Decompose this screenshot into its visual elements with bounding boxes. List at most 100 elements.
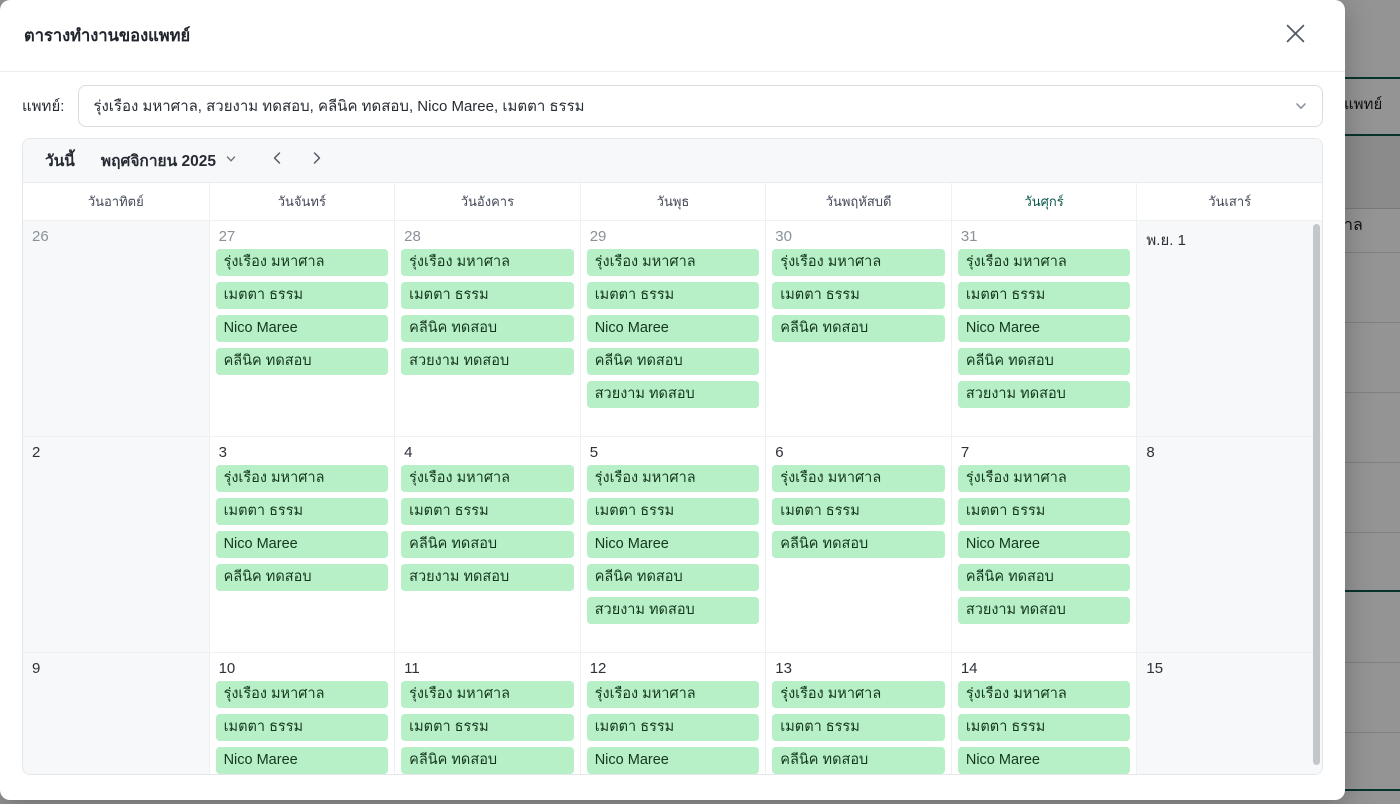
bg-row-divider (1300, 732, 1400, 733)
schedule-event: เมตตา ธรรม (215, 714, 389, 741)
close-icon (1286, 24, 1305, 48)
calendar-day-cell[interactable]: 6 รุ่งเรือง มหาศาล เมตตา ธรรม คลีนิค ทดสอบ (765, 437, 951, 652)
schedule-event: Nico Maree (586, 531, 760, 558)
day-number: 8 (1146, 444, 1155, 461)
calendar-day-cell[interactable]: 3 รุ่งเรือง มหาศาล เมตตา ธรรม Nico Maree คลี… (208, 437, 395, 652)
schedule-event: เมตตา ธรรม (586, 282, 760, 309)
schedule-event: Nico Maree (957, 315, 1131, 342)
calendar-week-row: 2 3 รุ่งเรือง มหาศาล เมตตา ธรรม Nico Maree คล… (23, 437, 1322, 653)
schedule-event: คลีนิค ทดสอบ (215, 348, 389, 375)
schedule-event: คลีนิค ทดสอบ (586, 564, 760, 591)
weekday-header-row: วันอาทิตย์ วันจันทร์ วันอังคาร วันพุธ วันพฤห… (23, 183, 1322, 221)
calendar-day-cell[interactable]: 15 (1136, 653, 1322, 774)
day-number: 2 (32, 444, 41, 461)
schedule-event: คลีนิค ทดสอบ (401, 315, 574, 342)
doctor-select-value: รุ่งเรือง มหาศาล, สวยงาม ทดสอบ, คลีนิค ท… (93, 98, 585, 115)
schedule-event: Nico Maree (215, 747, 389, 774)
calendar-day-cell[interactable]: พ.ย. 1 (1136, 221, 1322, 436)
day-number: 28 (404, 228, 421, 245)
bg-row-divider (1300, 462, 1400, 463)
schedule-event: รุ่งเรือง มหาศาล (215, 681, 389, 708)
calendar-day-cell[interactable]: 31 รุ่งเรือง มหาศาล เมตตา ธรรม Nico Maree คล… (950, 221, 1137, 436)
schedule-event: รุ่งเรือง มหาศาล (215, 465, 389, 492)
schedule-event: สวยงาม ทดสอบ (586, 597, 760, 624)
schedule-event: Nico Maree (586, 747, 760, 774)
modal-header: ตารางทำงานของแพทย์ (0, 0, 1345, 72)
schedule-event: เมตตา ธรรม (401, 498, 574, 525)
schedule-event: เมตตา ธรรม (586, 498, 760, 525)
schedule-event: รุ่งเรือง มหาศาล (957, 465, 1131, 492)
month-dropdown[interactable]: พฤศจิกายน 2025 (101, 148, 237, 173)
calendar-day-cell[interactable]: 9 (23, 653, 209, 774)
calendar-day-cell[interactable]: 5 รุ่งเรือง มหาศาล เมตตา ธรรม Nico Maree คลี… (579, 437, 766, 652)
chevron-right-icon (311, 151, 323, 170)
calendar-day-cell[interactable]: 27 รุ่งเรือง มหาศาล เมตตา ธรรม Nico Maree คล… (208, 221, 395, 436)
schedule-event: สวยงาม ทดสอบ (401, 348, 574, 375)
calendar-day-cell[interactable]: 14 รุ่งเรือง มหาศาล เมตตา ธรรม Nico Maree (950, 653, 1137, 774)
next-month-button[interactable] (307, 147, 327, 174)
day-number: 29 (589, 228, 607, 245)
doctor-filter-row: แพทย์: รุ่งเรือง มหาศาล, สวยงาม ทดสอบ, ค… (22, 85, 1323, 127)
calendar-grid: 26 2 7 รุ่งเรือง มหาศาล เมตตา ธรรม Nico Maree… (23, 221, 1322, 774)
day-number: 6 (775, 444, 784, 461)
schedule-event: รุ่งเรือง มหาศาล (215, 249, 389, 276)
day-number: 15 (1146, 660, 1164, 677)
bg-divider (1300, 789, 1400, 791)
schedule-event: เมตตา ธรรม (957, 714, 1131, 741)
calendar-day-cell[interactable]: 26 (23, 221, 209, 436)
calendar-day-cell[interactable]: 2 (23, 437, 209, 652)
schedule-event: รุ่งเรือง มหาศาล (957, 249, 1131, 276)
schedule-event: คลีนิค ทดสอบ (586, 348, 760, 375)
doctor-schedule-modal: ตารางทำงานของแพทย์ แพทย์: รุ่งเรือง มหาศ… (0, 0, 1345, 775)
close-button[interactable] (1281, 22, 1309, 50)
calendar-scrollbar[interactable] (1313, 224, 1320, 765)
schedule-event: Nico Maree (957, 531, 1131, 558)
calendar-day-cell[interactable]: 28 รุ่งเรือง มหาศาล เมตตา ธรรม คลีนิค ทดสอบ… (394, 221, 580, 436)
weekday-header-4: วันพฤหัสบดี (765, 183, 951, 220)
schedule-event: เมตตา ธรรม (215, 282, 389, 309)
calendar-day-cell[interactable]: 7 รุ่งเรือง มหาศาล เมตตา ธรรม Nico Maree คลี… (950, 437, 1137, 652)
weekday-header-2: วันอังคาร (394, 183, 580, 220)
schedule-event: คลีนิค ทดสอบ (957, 564, 1131, 591)
schedule-event: รุ่งเรือง มหาศาล (401, 465, 574, 492)
today-button[interactable]: วันนี้ (45, 153, 75, 170)
bg-row-divider (1300, 322, 1400, 323)
schedule-event: Nico Maree (586, 315, 760, 342)
schedule-event: เมตตา ธรรม (586, 714, 760, 741)
calendar-day-cell[interactable]: 8 (1136, 437, 1322, 652)
calendar-day-cell[interactable]: 30 รุ่งเรือง มหาศาล เมตตา ธรรม คลีนิค ทดสอบ (765, 221, 951, 436)
schedule-event: รุ่งเรือง มหาศาล (772, 465, 945, 492)
schedule-event: เมตตา ธรรม (401, 714, 574, 741)
bg-divider (1300, 77, 1400, 79)
bg-row-divider (1300, 662, 1400, 663)
calendar-week-row: 9 10 รุ่งเรือง มหาศาล เมตตา ธรรม Nico Maree 1… (23, 653, 1322, 774)
doctor-select[interactable]: รุ่งเรือง มหาศาล, สวยงาม ทดสอบ, คลีนิค ท… (78, 85, 1323, 127)
schedule-event: สวยงาม ทดสอบ (957, 597, 1131, 624)
bg-row-divider (1300, 392, 1400, 393)
prev-month-button[interactable] (267, 147, 287, 174)
schedule-calendar: วันนี้ พฤศจิกายน 2025 (22, 138, 1323, 775)
schedule-event: คลีนิค ทดสอบ (772, 315, 945, 342)
day-number: 14 (960, 660, 978, 677)
bg-row-fragment: าล (1344, 217, 1363, 234)
schedule-event: คลีนิค ทดสอบ (772, 531, 945, 558)
schedule-event: เมตตา ธรรม (215, 498, 389, 525)
schedule-event: คลีนิค ทดสอบ (401, 747, 574, 774)
calendar-day-cell[interactable]: 4 รุ่งเรือง มหาศาล เมตตา ธรรม คลีนิค ทดสอบส… (394, 437, 580, 652)
calendar-day-cell[interactable]: 29 รุ่งเรือง มหาศาลเมตตา ธรรม Nico Maree คล… (579, 221, 766, 436)
weekday-header-0: วันอาทิตย์ (87, 194, 144, 209)
modal-body: แพทย์: รุ่งเรือง มหาศาล, สวยงาม ทดสอบ, ค… (0, 85, 1345, 775)
calendar-day-cell[interactable]: 12 รุ่งเรือง มหาศาล เมตตา ธรรม Nico Maree (579, 653, 766, 774)
calendar-day-cell[interactable]: 10 รุ่งเรือง มหาศาลเมตตา ธรรม Nico Maree (208, 653, 395, 774)
schedule-event: คลีนิค ทดสอบ (772, 747, 945, 774)
calendar-day-cell[interactable]: 13 รุ่งเรือง มหาศาล เมตตา ธรรม คลีนิค ทดสอบ (765, 653, 951, 774)
calendar-day-cell[interactable]: 11 รุ่งเรือง มหาศาล เมตตา ธรรม คลีนิค ทดสอบ (394, 653, 580, 774)
schedule-event: เมตตา ธรรม (772, 282, 945, 309)
day-number: 13 (775, 660, 792, 677)
day-number: 10 (218, 660, 236, 677)
day-number: 4 (404, 444, 413, 461)
schedule-event: คลีนิค ทดสอบ (957, 348, 1131, 375)
schedule-event: รุ่งเรือง มหาศาล (586, 249, 760, 276)
schedule-event: รุ่งเรือง มหาศาล (401, 681, 574, 708)
schedule-event: เมตตา ธรรม (957, 282, 1131, 309)
